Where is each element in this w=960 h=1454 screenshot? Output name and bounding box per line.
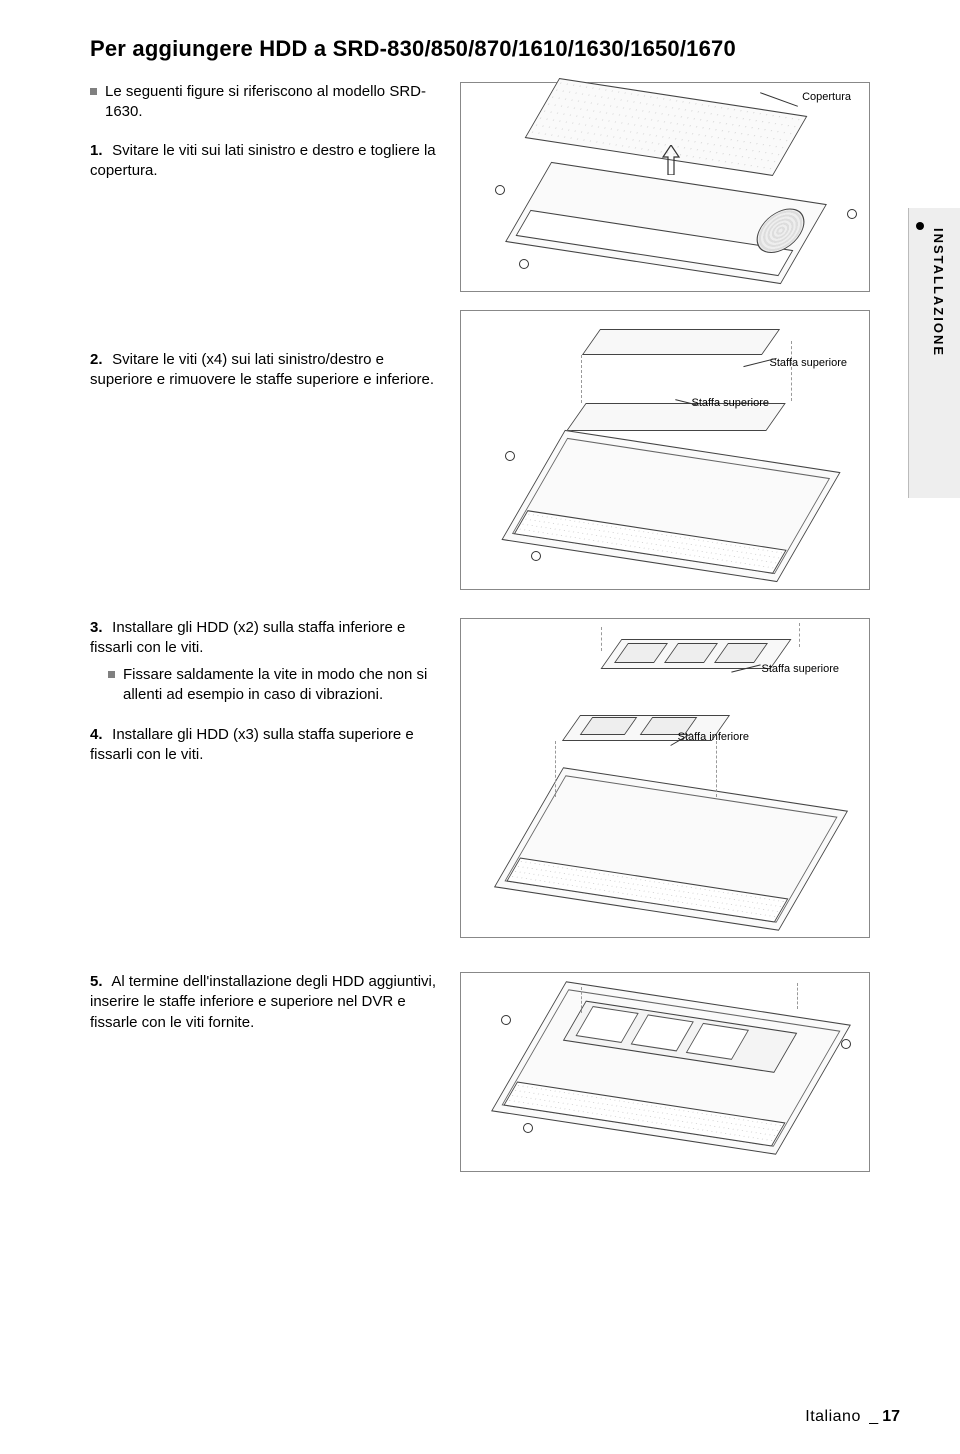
step-4-num: 4.	[90, 725, 108, 745]
caption-cover: Copertura	[802, 91, 851, 103]
intro-bullet-text: Le seguenti figure si riferiscono al mod…	[105, 82, 440, 123]
step-3: 3. Installare gli HDD (x2) sulla staffa …	[90, 618, 440, 659]
intro-bullet: Le seguenti figure si riferiscono al mod…	[90, 82, 440, 123]
figure-3: Staffa superiore Staffa inferiore	[460, 618, 870, 938]
step-1-text: Le seguenti figure si riferiscono al mod…	[90, 82, 460, 181]
step-2-body: Svitare le viti (x4) sui lati sinistro/d…	[90, 351, 434, 388]
dot-icon	[916, 222, 924, 230]
footer-page: 17	[882, 1408, 900, 1425]
step-2: 2. Svitare le viti (x4) sui lati sinistr…	[90, 350, 440, 391]
caption-upper-2: Staffa superiore	[692, 397, 769, 409]
footer-sep: _	[869, 1408, 878, 1425]
step-1: 1. Svitare le viti sui lati sinistro e d…	[90, 141, 440, 182]
step-5-num: 5.	[90, 972, 108, 992]
step-4-body: Installare gli HDD (x3) sulla staffa sup…	[90, 726, 414, 763]
figure-2: Staffa superiore Staffa superiore	[460, 310, 870, 590]
step-5: 5. Al termine dell'installazione degli H…	[90, 972, 440, 1033]
page-title: Per aggiungere HDD a SRD-830/850/870/161…	[90, 36, 900, 62]
step-5-text: 5. Al termine dell'installazione degli H…	[90, 972, 460, 1033]
caption-lower: Staffa inferiore	[678, 731, 749, 743]
step-3-num: 3.	[90, 618, 108, 638]
side-tab: INSTALLAZIONE	[908, 208, 960, 498]
square-bullet-icon	[108, 671, 115, 678]
step-3-bullet-text: Fissare saldamente la vite in modo che n…	[123, 665, 440, 706]
step-5-body: Al termine dell'installazione degli HDD …	[90, 973, 436, 1031]
step-3-body: Installare gli HDD (x2) sulla staffa inf…	[90, 619, 405, 656]
step-1-row: Le seguenti figure si riferiscono al mod…	[90, 82, 900, 292]
step-5-row: 5. Al termine dell'installazione degli H…	[90, 972, 900, 1172]
figure-1: Copertura	[460, 82, 870, 292]
step-1-body: Svitare le viti sui lati sinistro e dest…	[90, 142, 436, 179]
step-3-text: 3. Installare gli HDD (x2) sulla staffa …	[90, 618, 460, 766]
caption-lower-text: Staffa inferiore	[678, 731, 749, 743]
step-3-bullet: Fissare saldamente la vite in modo che n…	[108, 665, 440, 706]
caption-upper-1: Staffa superiore	[770, 357, 847, 369]
side-tab-label: INSTALLAZIONE	[931, 228, 946, 357]
step-1-num: 1.	[90, 141, 108, 161]
step-3-row: 3. Installare gli HDD (x2) sulla staffa …	[90, 618, 900, 938]
caption-upper-3: Staffa superiore	[762, 663, 839, 675]
step-4: 4. Installare gli HDD (x3) sulla staffa …	[90, 725, 440, 766]
page: Per aggiungere HDD a SRD-830/850/870/161…	[0, 0, 960, 1454]
step-2-text: 2. Svitare le viti (x4) sui lati sinistr…	[90, 310, 460, 391]
arrow-up-icon	[661, 145, 681, 175]
figure-4	[460, 972, 870, 1172]
footer-lang: Italiano	[805, 1408, 861, 1425]
step-2-row: 2. Svitare le viti (x4) sui lati sinistr…	[90, 310, 900, 590]
page-footer: Italiano _17	[805, 1408, 900, 1426]
square-bullet-icon	[90, 88, 97, 95]
step-2-num: 2.	[90, 350, 108, 370]
